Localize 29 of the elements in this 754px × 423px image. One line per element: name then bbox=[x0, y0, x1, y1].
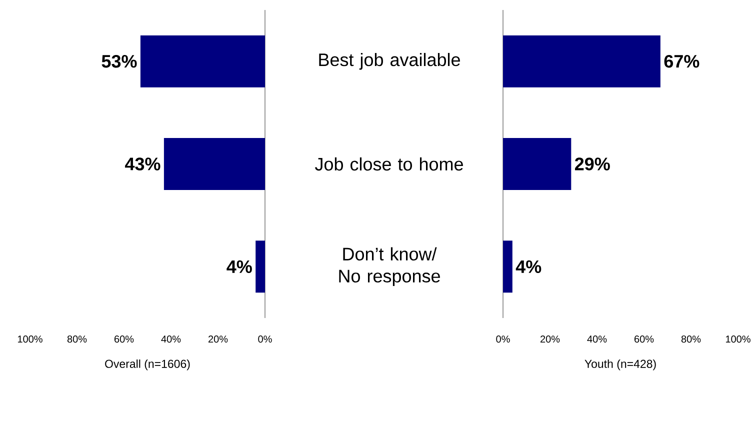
y-tick-label: Don’t know/ No response bbox=[339, 247, 440, 286]
bar bbox=[503, 240, 512, 293]
x-tick-label: 60% bbox=[114, 336, 134, 343]
y-tick-label: Best job available bbox=[319, 52, 460, 70]
x-tick-label: 80% bbox=[681, 336, 701, 343]
x-axis-title: Overall (n=1606) bbox=[105, 359, 190, 370]
data-label: 43% bbox=[124, 158, 160, 170]
data-label: 4% bbox=[226, 260, 252, 274]
bar bbox=[164, 138, 265, 190]
x-tick-label: 80% bbox=[67, 336, 87, 343]
data-label: 29% bbox=[574, 158, 610, 170]
x-tick-label: 20% bbox=[208, 336, 228, 343]
bar bbox=[256, 240, 265, 293]
x-tick-label: 0% bbox=[496, 336, 510, 343]
x-tick-label: 100% bbox=[18, 336, 42, 343]
x-tick-label: 40% bbox=[587, 336, 607, 343]
x-tick-label: 60% bbox=[634, 336, 654, 343]
bar bbox=[140, 35, 265, 88]
x-tick-label: 40% bbox=[161, 336, 181, 343]
x-tick-label: 20% bbox=[540, 336, 560, 343]
data-label: 53% bbox=[102, 54, 137, 68]
x-tick-label: 0% bbox=[258, 336, 272, 343]
bar bbox=[503, 138, 572, 190]
data-label: 4% bbox=[516, 260, 542, 274]
x-tick-label: 100% bbox=[726, 336, 750, 343]
y-tick-label: Job close to home bbox=[315, 157, 463, 171]
data-label: 67% bbox=[664, 54, 700, 68]
x-axis-title: Youth (n=428) bbox=[584, 359, 656, 370]
bar bbox=[503, 35, 660, 88]
